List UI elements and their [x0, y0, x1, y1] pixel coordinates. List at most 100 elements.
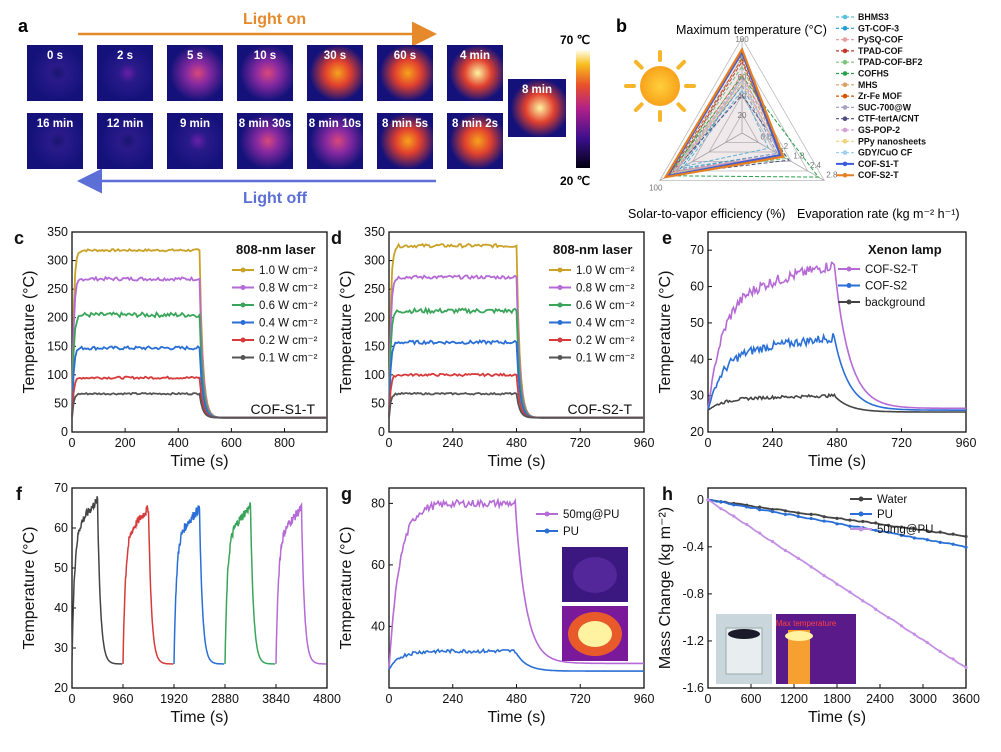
- thermal-time-label: 10 s: [254, 50, 276, 62]
- legend-label: GS-POP-2: [858, 125, 900, 135]
- y-tick-label: 350: [47, 225, 68, 239]
- legend-label: 0.4 W cm⁻²: [576, 318, 635, 330]
- legend-label: 0.4 W cm⁻²: [259, 318, 318, 330]
- legend-marker: [557, 285, 563, 290]
- plot-frame: [71, 487, 328, 689]
- thermal-tile-top: 5 s: [167, 45, 223, 101]
- mass-marker: [951, 657, 955, 661]
- thermal-image: [377, 45, 433, 101]
- legend-marker: [842, 105, 848, 110]
- thermal-image: [237, 113, 293, 169]
- thermal-time-label: 12 min: [107, 118, 143, 130]
- legend-title: 808-nm laser: [553, 242, 633, 257]
- x-tick-label: 0: [386, 436, 393, 450]
- thermal-image: [377, 113, 433, 169]
- legend-label: 0.8 W cm⁻²: [576, 283, 635, 295]
- y-tick-label: 30: [54, 641, 68, 655]
- thermal-image: [447, 45, 503, 101]
- mass-marker: [796, 556, 800, 560]
- mass-marker: [899, 525, 904, 529]
- y-tick-label: 0: [378, 425, 385, 439]
- x-tick-label: 0: [69, 692, 76, 706]
- thermal-tile-top: 30 s: [307, 45, 363, 101]
- legend-marker: [846, 283, 852, 288]
- legend-label: 1.0 W cm⁻²: [576, 265, 635, 277]
- panel-a: a Light on Light off 0 s 2 s 5 s 10 s 30 s 60…: [18, 11, 590, 207]
- thermal-tile-top: 60 s: [377, 45, 433, 101]
- thermal-row-bottom: 16 min 12 min 9 min 8 min 30s 8 min 10s 8 min…: [27, 113, 503, 169]
- x-axis-title: Time (s): [487, 453, 545, 470]
- mass-marker: [809, 516, 813, 521]
- legend-label: PPy nanosheets: [858, 136, 926, 146]
- y-tick-label: 100: [364, 368, 385, 382]
- mass-marker: [745, 522, 749, 527]
- legend-marker: [842, 93, 848, 99]
- sun-ray: [676, 102, 687, 113]
- radar-series: [666, 75, 820, 178]
- y-tick-label: 20: [54, 681, 68, 695]
- legend-marker: [858, 511, 864, 517]
- legend-marker: [240, 302, 246, 308]
- y-tick-label: 300: [47, 254, 68, 268]
- mass-marker: [822, 519, 826, 523]
- inset-ir-caption: Max temperature: [776, 619, 837, 628]
- y-tick-label: 0: [61, 425, 68, 439]
- y-tick-label: 50: [371, 396, 385, 410]
- mass-marker: [745, 505, 749, 509]
- legend-label: 50mg@PU: [563, 509, 619, 521]
- thermal-time-label: 8 min 2s: [452, 118, 498, 130]
- x-tick-label: 0: [705, 692, 712, 706]
- y-axis-title: Temperature (°C): [21, 527, 38, 650]
- y-tick-label: 300: [364, 254, 385, 268]
- y-tick-label: 40: [690, 352, 704, 366]
- legend-label: COF-S2-T: [858, 170, 899, 180]
- mass-marker: [835, 522, 839, 526]
- mass-marker: [938, 649, 942, 653]
- mass-marker: [951, 532, 955, 536]
- mass-marker: [887, 530, 891, 534]
- thermal-time-label: 5 s: [187, 50, 203, 62]
- radar-tick-evap: 0.6: [760, 133, 772, 142]
- radar-tick-temp: 40: [738, 92, 747, 101]
- legend-label: 0.6 W cm⁻²: [576, 300, 635, 312]
- thermal-image: [307, 45, 363, 101]
- thermal-time-label: 4 min: [460, 50, 490, 62]
- colorbar-min: 20 ℃: [560, 174, 590, 188]
- mass-marker: [912, 632, 917, 636]
- legend-label: 0.8 W cm⁻²: [259, 283, 318, 295]
- mass-marker: [848, 590, 852, 594]
- legend-marker: [557, 355, 563, 360]
- y-tick-label: 60: [371, 558, 385, 572]
- axis-efficiency-label: Solar-to-vapor efficiency (%): [628, 207, 785, 221]
- x-tick-label: 4800: [313, 692, 341, 706]
- radar-tick-evap: 1.8: [793, 152, 805, 161]
- x-tick-label: 1920: [160, 692, 188, 706]
- thermal-image: [97, 113, 153, 169]
- mass-marker: [964, 545, 968, 549]
- x-tick-label: 480: [827, 436, 848, 450]
- thermal-image: [97, 45, 153, 101]
- panel-letter: e: [662, 228, 672, 248]
- legend-label: background: [865, 297, 925, 309]
- radar-series: [664, 49, 782, 178]
- radar-series: [683, 89, 770, 168]
- x-tick-label: 200: [115, 436, 136, 450]
- thermal-tile-bottom: 8 min 2s: [447, 113, 503, 169]
- legend-marker: [842, 26, 848, 31]
- mass-marker: [874, 528, 878, 532]
- axis-evap-label: Evaporation rate (kg m⁻² h⁻¹): [797, 207, 960, 221]
- legend-label: GDY/CuO CF: [858, 148, 913, 158]
- mass-marker: [783, 512, 788, 517]
- legend-label: PU: [563, 526, 579, 538]
- sun-ray: [633, 59, 644, 70]
- x-axis-title: Time (s): [808, 709, 866, 726]
- mass-marker: [951, 542, 955, 546]
- legend-marker: [842, 116, 848, 121]
- panel-e: 0 240 480 720 960 20 30 40 50 60 70 Time (s) Tempera…: [657, 228, 976, 470]
- sun-icon: [624, 50, 696, 122]
- legend-marker: [842, 48, 848, 54]
- thermal-time-label: 8 min: [522, 84, 552, 96]
- x-tick-label: 3600: [952, 692, 980, 706]
- y-tick-label: 50: [690, 316, 704, 330]
